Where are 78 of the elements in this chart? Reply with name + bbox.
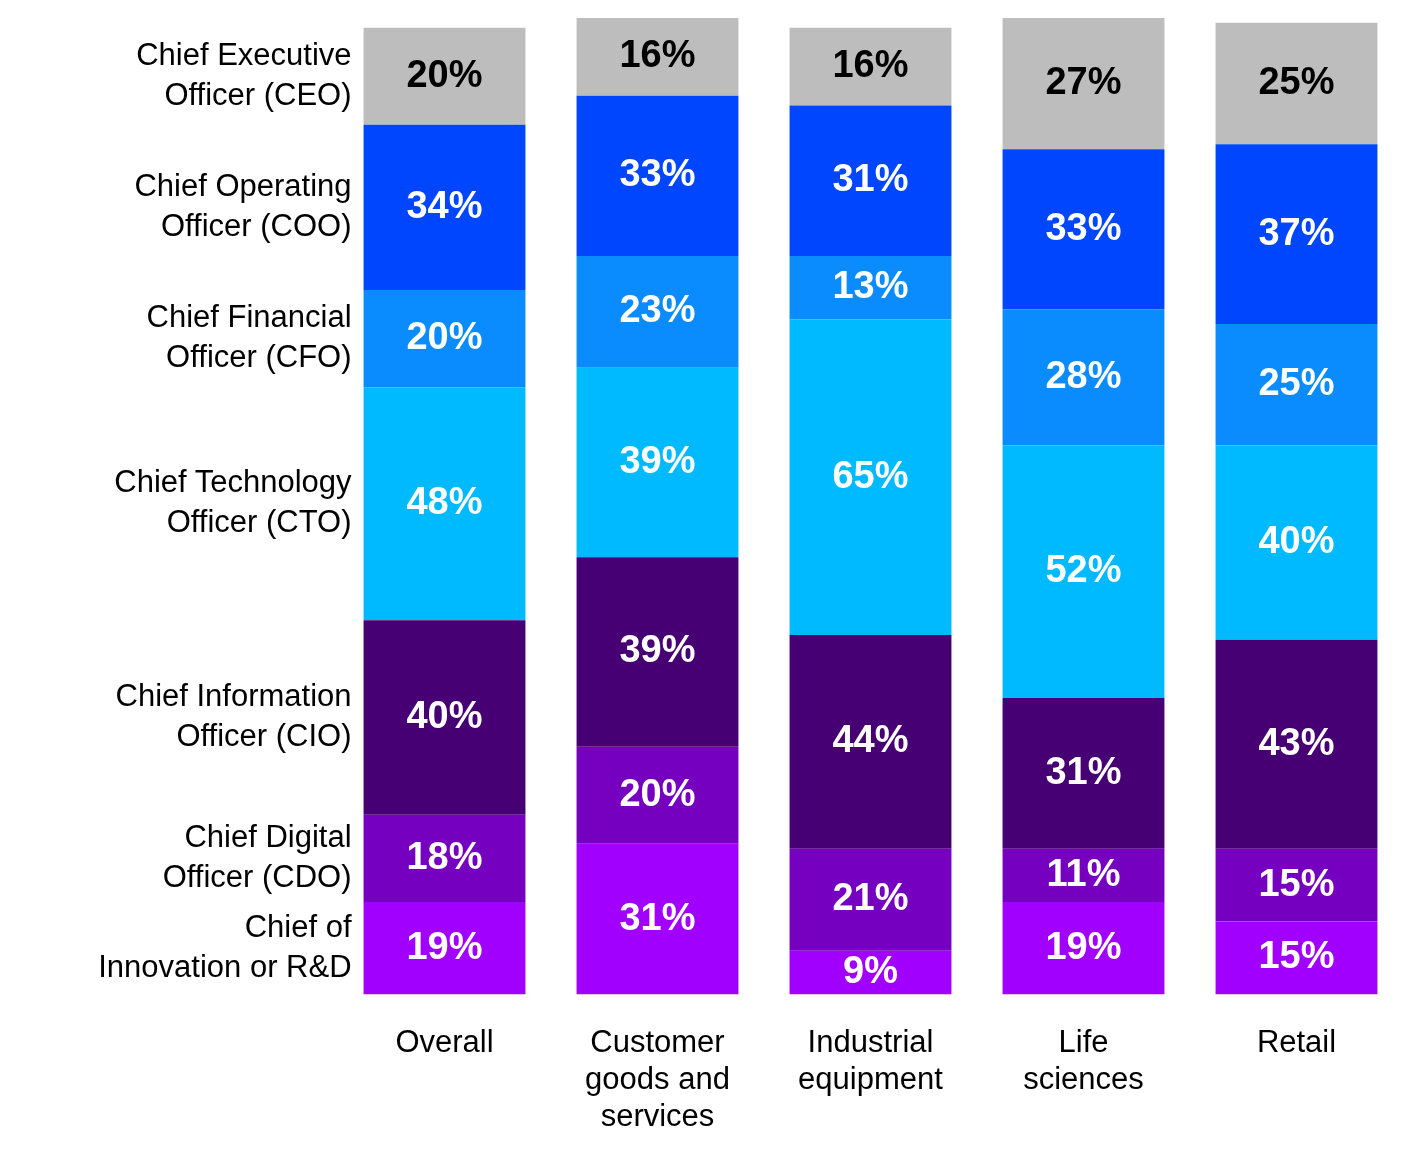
bar xyxy=(1002,445,1165,699)
bar xyxy=(576,746,739,844)
bar xyxy=(1215,639,1378,849)
data-label: 39% xyxy=(619,628,696,671)
data-label: 28% xyxy=(1045,353,1122,396)
series-label: Chief Financial Officer (CFO) xyxy=(146,299,352,375)
data-label: 15% xyxy=(1258,934,1335,977)
bar xyxy=(789,27,952,106)
data-label: 11% xyxy=(1046,851,1121,894)
bar xyxy=(789,319,952,635)
bar xyxy=(363,124,526,291)
bar xyxy=(1002,309,1165,446)
data-label: 44% xyxy=(832,718,909,761)
bar xyxy=(789,105,952,257)
data-label: 48% xyxy=(406,480,483,523)
bar xyxy=(363,902,526,995)
bar xyxy=(1215,848,1378,922)
bar xyxy=(576,256,739,368)
data-label: 40% xyxy=(1258,519,1335,562)
bar xyxy=(789,634,952,849)
bar xyxy=(363,620,526,815)
x-tick-label: Customer goods and services xyxy=(585,1023,730,1133)
bar xyxy=(1002,18,1165,150)
bar xyxy=(576,367,739,558)
bar xyxy=(576,18,739,96)
data-label: 18% xyxy=(406,834,483,877)
data-label: 20% xyxy=(406,315,483,358)
data-label: 27% xyxy=(1045,60,1122,103)
series-label: Chief Technology Officer (CTO) xyxy=(114,464,353,540)
data-label: 19% xyxy=(1045,924,1122,967)
bar xyxy=(1215,144,1378,325)
data-label: 25% xyxy=(1258,60,1335,103)
x-tick-label: Industrial equipment xyxy=(798,1023,944,1096)
series-label: Chief of Innovation or R&D xyxy=(98,908,352,984)
data-label: 37% xyxy=(1258,210,1335,253)
data-label: 21% xyxy=(832,876,909,919)
bar xyxy=(1002,698,1165,849)
data-label: 40% xyxy=(406,693,483,736)
data-label: 31% xyxy=(619,895,696,938)
data-label: 16% xyxy=(619,33,696,76)
bar xyxy=(1002,149,1165,310)
data-label: 23% xyxy=(619,288,696,331)
bar xyxy=(363,290,526,388)
series-label: Chief Information Officer (CIO) xyxy=(115,678,352,754)
data-label: 39% xyxy=(619,438,696,481)
bar xyxy=(363,814,526,903)
data-label: 20% xyxy=(619,771,696,814)
data-label: 15% xyxy=(1258,861,1335,904)
data-label: 13% xyxy=(832,264,909,307)
bar xyxy=(363,27,526,125)
x-tick-label: Retail xyxy=(1256,1023,1337,1059)
data-label: 43% xyxy=(1258,720,1335,763)
series-label: Chief Digital Officer (CDO) xyxy=(162,818,352,894)
series-label: Chief Executive Officer (CEO) xyxy=(136,36,352,112)
bar xyxy=(789,848,952,951)
bar xyxy=(1215,445,1378,640)
data-label: 16% xyxy=(832,43,909,86)
bar xyxy=(576,843,739,995)
bar xyxy=(1215,324,1378,446)
data-label: 34% xyxy=(406,183,483,226)
data-label: 31% xyxy=(832,157,909,200)
x-tick-label: Overall xyxy=(395,1023,494,1059)
data-label: 65% xyxy=(832,453,909,496)
x-tick-label: Life sciences xyxy=(1023,1023,1144,1096)
data-label: 52% xyxy=(1045,548,1122,591)
series-label: Chief Operating Officer (COO) xyxy=(134,168,352,243)
data-label: 25% xyxy=(1258,361,1335,404)
bar xyxy=(363,387,526,621)
bar xyxy=(1002,902,1165,995)
bar xyxy=(576,95,739,257)
bar xyxy=(576,557,739,747)
bar xyxy=(1215,22,1378,145)
data-label: 33% xyxy=(1045,205,1122,248)
data-label: 19% xyxy=(406,924,483,967)
data-label: 31% xyxy=(1045,749,1122,792)
data-label: 20% xyxy=(406,52,483,95)
data-label: 33% xyxy=(619,152,696,195)
data-label: 9% xyxy=(843,949,898,992)
